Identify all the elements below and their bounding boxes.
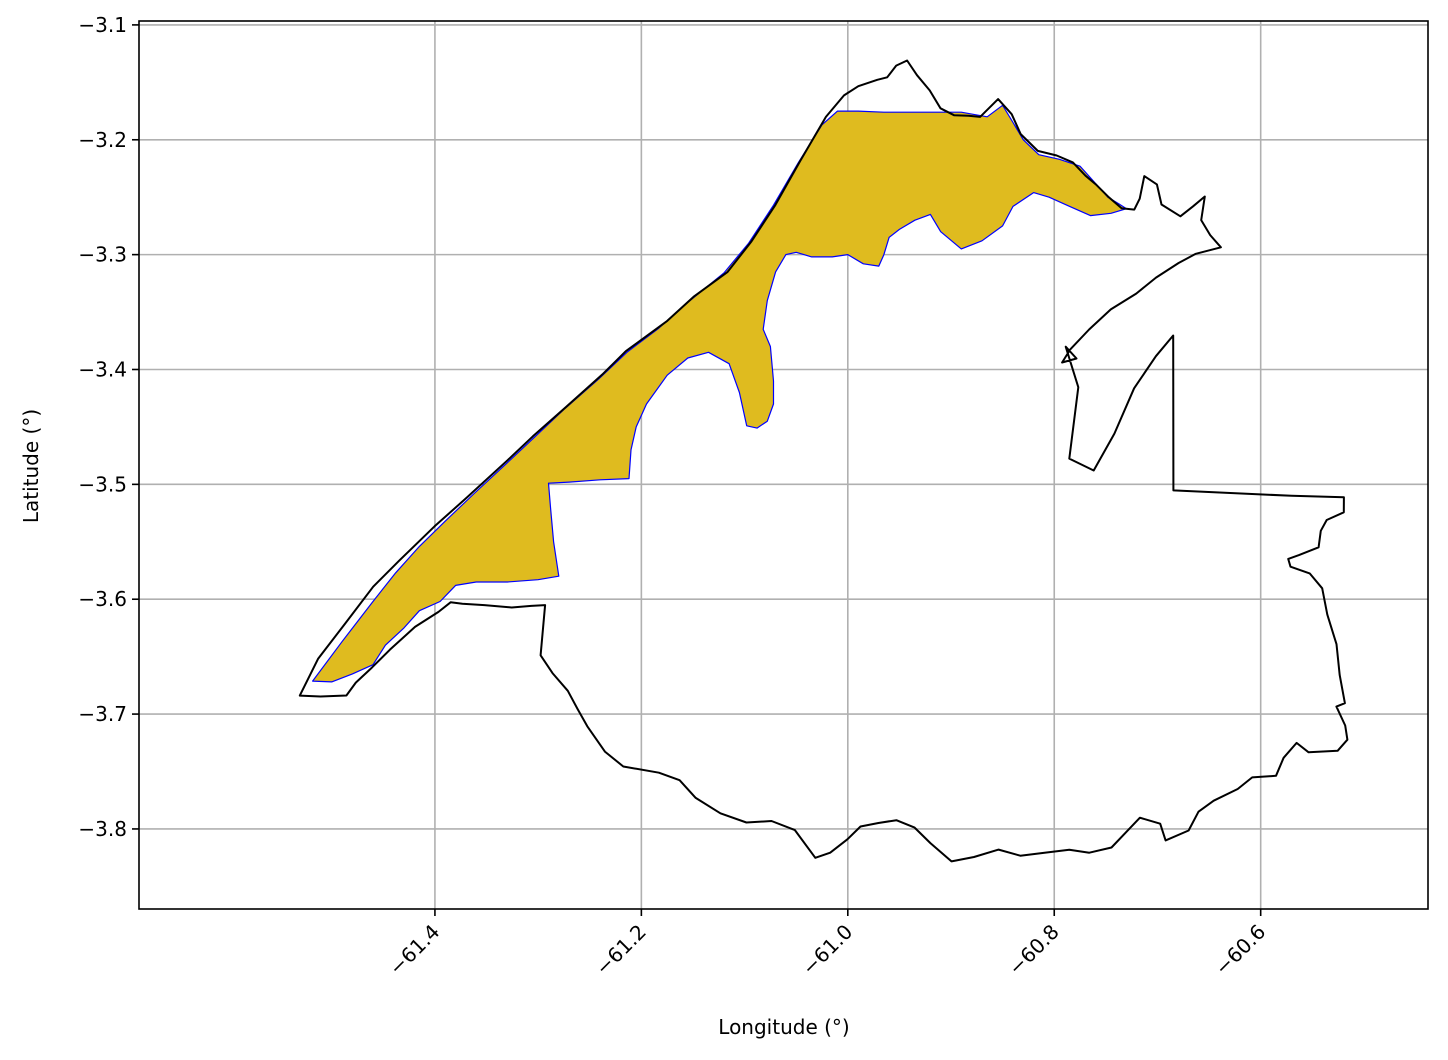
map-shapes (298, 59, 1349, 863)
y-tick-label: −3.5 (78, 472, 127, 496)
y-tick-label: −3.8 (78, 817, 127, 841)
highlighted-region (312, 104, 1128, 683)
x-axis-label: Longitude (°) (718, 1015, 849, 1039)
y-tick-label: −3.6 (78, 587, 127, 611)
y-tick-label: −3.7 (78, 702, 127, 726)
y-tick-label: −3.4 (78, 357, 127, 381)
y-tick-label: −3.2 (78, 128, 127, 152)
boundary-outline (298, 59, 1349, 863)
gridlines (139, 21, 1428, 909)
y-tick-label: −3.1 (78, 13, 127, 37)
y-axis-label: Latitude (°) (19, 409, 43, 523)
plot-frame (138, 20, 1429, 910)
y-tick-label: −3.3 (78, 243, 127, 267)
y-axis: −3.1 −3.2 −3.3 −3.4 −3.5 −3.6 −3.7 −3.8 (78, 13, 139, 841)
